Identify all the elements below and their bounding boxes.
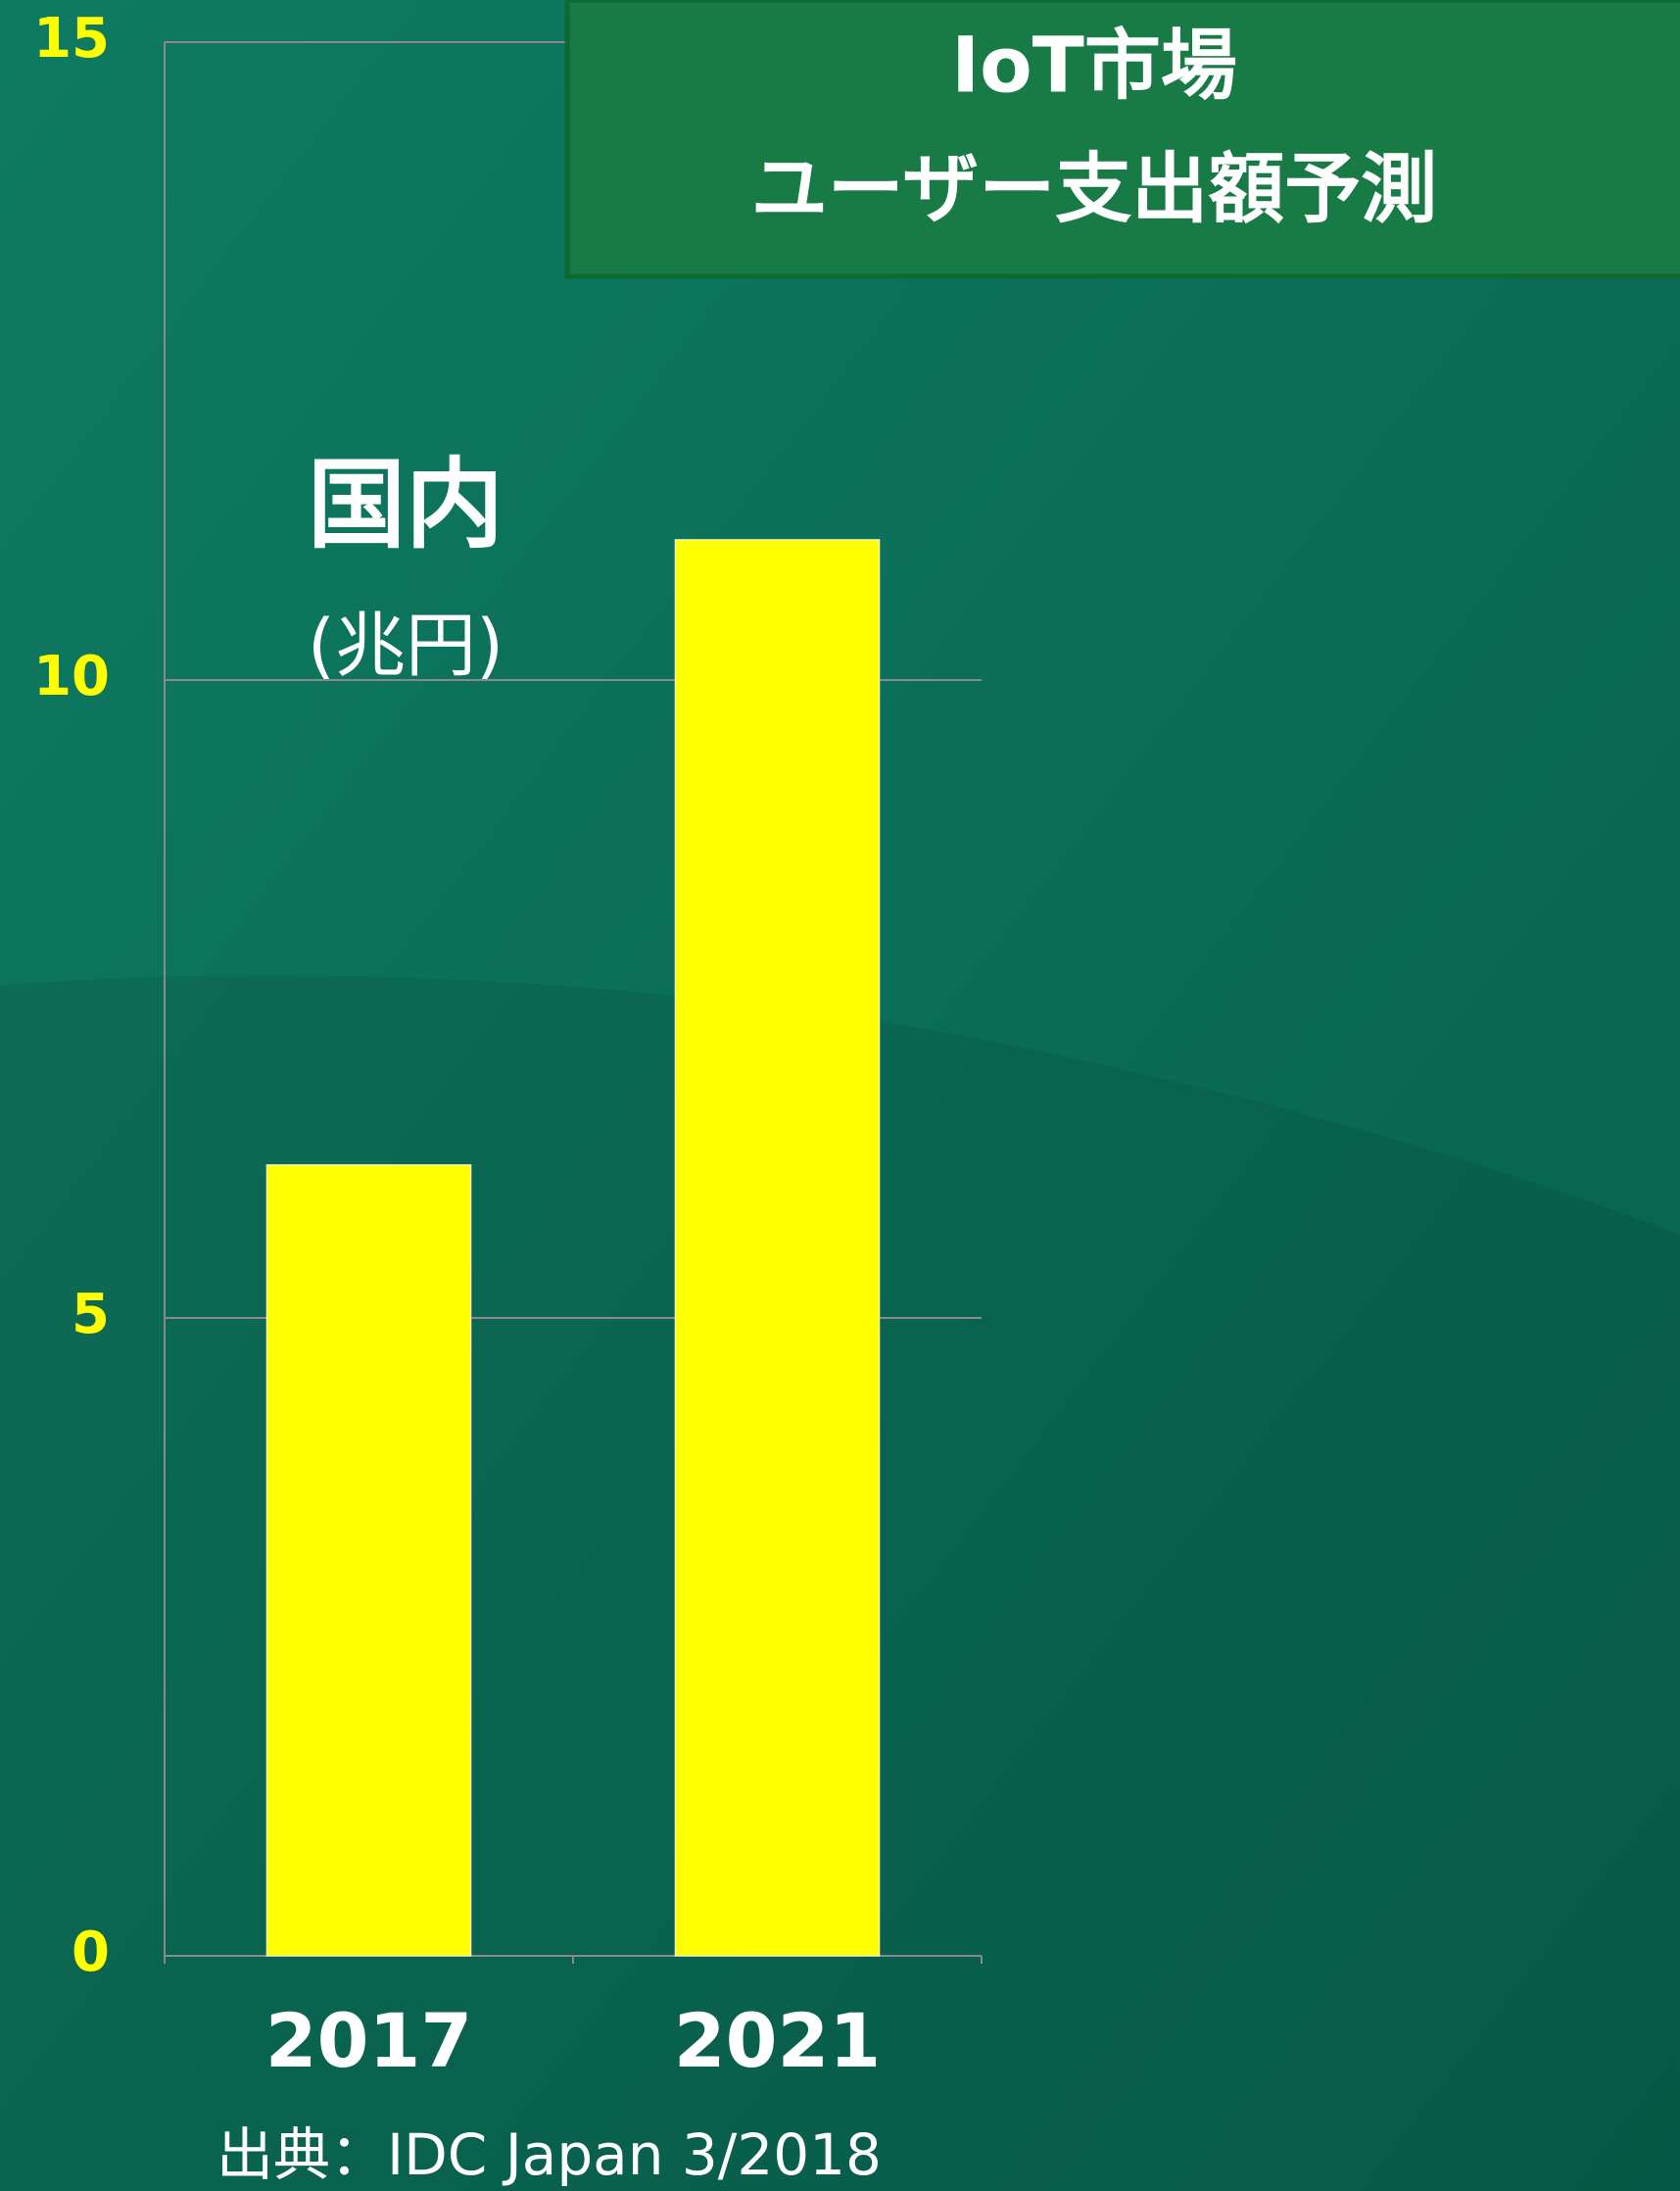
x-tick-label: 2021 [674,1997,882,2084]
unit-label: (兆円) [308,605,504,687]
title-box [564,0,1680,279]
y-tick-label: 15 [33,7,110,71]
source: 出典：IDC Japan 3/2018 [216,2121,882,2188]
plot-area: 0 5 10 15 2017 2021 [33,7,983,2084]
y-tick-label: 10 [33,645,110,708]
x-tick-label: 2017 [265,1997,473,2084]
chart-title: IoT市場 [951,22,1237,110]
bar [265,1164,472,1957]
y-tick-label: 0 [72,1921,110,1984]
y-tick-label: 5 [72,1283,110,1346]
annotation: 国内 [308,447,504,561]
chart-subtitle: ユーザー支出額予測 [751,145,1437,233]
bar [674,539,881,1957]
